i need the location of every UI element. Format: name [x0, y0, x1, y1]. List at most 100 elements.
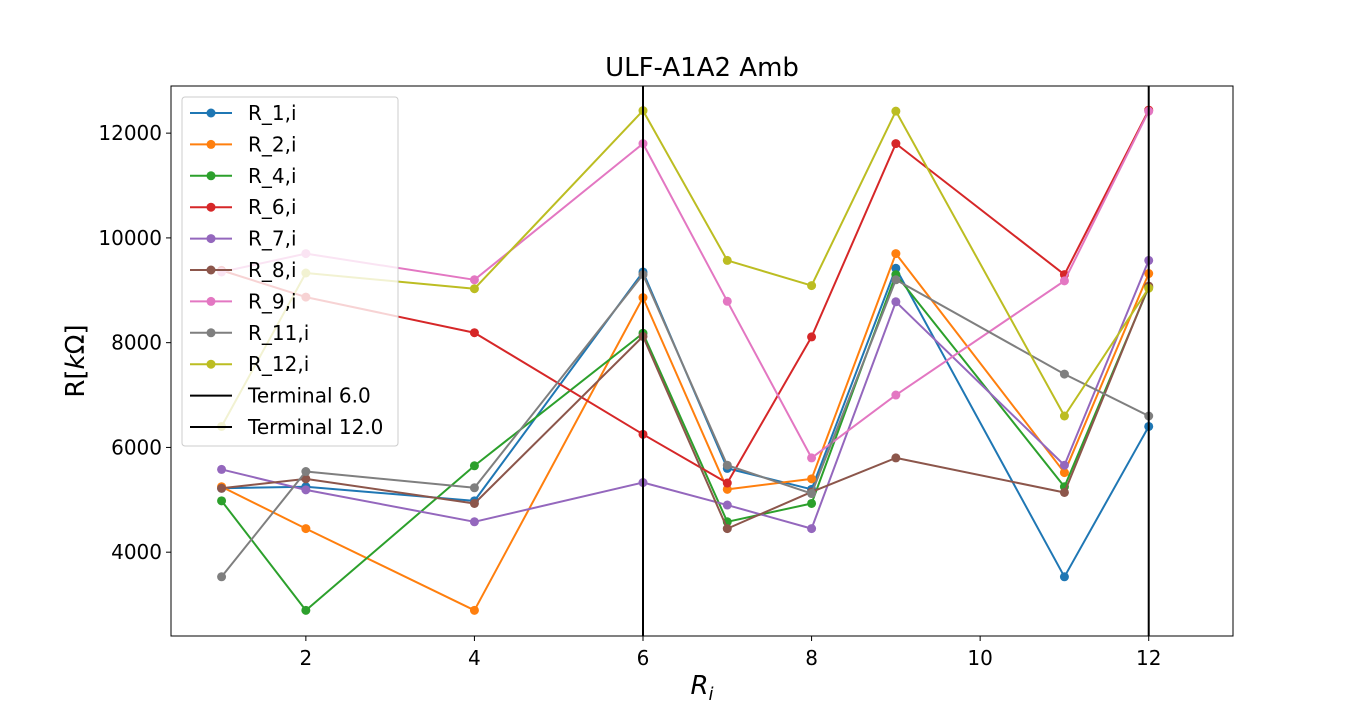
legend-entries: R_1,i R_2,i R_4,i R_6,i R_7,i R_8,i R_9,i R_11,…: [190, 101, 383, 439]
data-point: [722, 255, 732, 265]
data-point: [807, 332, 817, 342]
data-point: [807, 498, 817, 508]
data-point: [722, 460, 732, 470]
legend-label: R_9,i: [248, 289, 297, 313]
legend-label: R_11,i: [248, 321, 309, 345]
data-point: [1059, 468, 1069, 478]
data-point: [301, 467, 311, 477]
y-tick-label: 4000: [111, 540, 162, 564]
legend-swatch-marker: [206, 296, 216, 306]
data-point: [891, 390, 901, 400]
data-point: [217, 464, 227, 474]
legend-entry: R_1,i: [190, 101, 297, 125]
legend-entry: R_6,i: [190, 195, 297, 219]
data-point: [891, 249, 901, 259]
data-point: [722, 478, 732, 488]
legend-entry: R_7,i: [190, 227, 297, 251]
data-point: [469, 483, 479, 493]
legend-box: [181, 96, 399, 447]
y-axis-label-omega: Ω: [61, 335, 91, 355]
y-axis-label-unit: k: [61, 353, 91, 369]
data-point: [217, 496, 227, 506]
data-point: [891, 297, 901, 307]
data-point: [301, 605, 311, 615]
x-axis-ticks: 2 4 6 8 10 12: [299, 636, 1161, 670]
legend-entry: Terminal 12.0: [190, 415, 383, 439]
data-point: [469, 275, 479, 285]
data-point: [807, 453, 817, 463]
legend: R_1,i R_2,i R_4,i R_6,i R_7,i R_8,i R_9,i R_11,…: [181, 96, 399, 447]
data-point: [301, 474, 311, 484]
data-point: [807, 474, 817, 484]
x-tick-label: 8: [805, 646, 818, 670]
terminal-lines: [642, 86, 1150, 636]
data-point: [469, 461, 479, 471]
legend-swatch-marker: [206, 108, 216, 118]
y-tick-label: 6000: [111, 435, 162, 459]
legend-entry: R_12,i: [190, 352, 309, 376]
legend-label: R_6,i: [248, 195, 297, 219]
data-point: [301, 485, 311, 495]
legend-label: Terminal 6.0: [247, 384, 371, 408]
legend-swatch-marker: [206, 234, 216, 244]
legend-entry: R_8,i: [190, 258, 297, 282]
data-point: [891, 453, 901, 463]
data-point: [217, 483, 227, 493]
legend-label: R_4,i: [248, 164, 297, 188]
plot-frame: [170, 85, 1234, 637]
y-tick-label: 10000: [98, 226, 162, 250]
legend-swatch-marker: [206, 328, 216, 338]
data-point: [891, 263, 901, 273]
data-point: [1059, 487, 1069, 497]
data-point: [722, 296, 732, 306]
data-point: [891, 139, 901, 149]
data-point: [1059, 460, 1069, 470]
data-point: [1059, 572, 1069, 582]
data-point: [891, 275, 901, 285]
legend-swatch-marker: [206, 202, 216, 212]
legend-entry: R_4,i: [190, 164, 297, 188]
x-axis-label-main: R: [690, 671, 708, 701]
x-axis-label-sub: i: [709, 684, 714, 705]
data-point: [807, 489, 817, 499]
legend-label: Terminal 12.0: [247, 415, 383, 439]
y-axis-label: R[kΩ]: [61, 324, 91, 397]
legend-swatch-marker: [206, 139, 216, 149]
data-point: [807, 281, 817, 291]
legend-label: R_8,i: [248, 258, 297, 282]
x-axis-label: Ri: [690, 671, 713, 705]
data-point: [469, 284, 479, 294]
data-point: [722, 484, 732, 494]
data-point: [469, 517, 479, 527]
x-tick-label: 10: [967, 646, 992, 670]
data-point: [469, 328, 479, 338]
data-point: [722, 500, 732, 510]
x-tick-label: 6: [637, 646, 650, 670]
data-point: [217, 572, 227, 582]
legend-label: R_2,i: [248, 132, 297, 156]
y-axis-label-suffix: ]: [61, 324, 91, 334]
legend-entry: R_9,i: [190, 289, 297, 313]
x-tick-label: 4: [468, 646, 481, 670]
series-R_8,i: [217, 281, 1154, 534]
y-axis-ticks: 4000 6000 8000 10000 12000: [98, 121, 171, 564]
x-tick-label: 12: [1136, 646, 1161, 670]
legend-swatch-marker: [206, 265, 216, 275]
legend-label: R_12,i: [248, 352, 309, 376]
legend-swatch-marker: [206, 171, 216, 181]
legend-label: R_1,i: [248, 101, 297, 125]
legend-entry: R_2,i: [190, 132, 297, 156]
y-tick-label: 8000: [111, 331, 162, 355]
legend-entry: Terminal 6.0: [190, 384, 371, 408]
data-point: [1059, 411, 1069, 421]
data-point: [722, 524, 732, 534]
data-point: [891, 106, 901, 116]
x-tick-label: 2: [299, 646, 312, 670]
data-point: [1059, 276, 1069, 286]
data-point: [469, 605, 479, 615]
y-axis-label-prefix: R[: [61, 369, 91, 397]
data-point: [1059, 369, 1069, 379]
data-point: [469, 498, 479, 508]
data-point: [807, 524, 817, 534]
